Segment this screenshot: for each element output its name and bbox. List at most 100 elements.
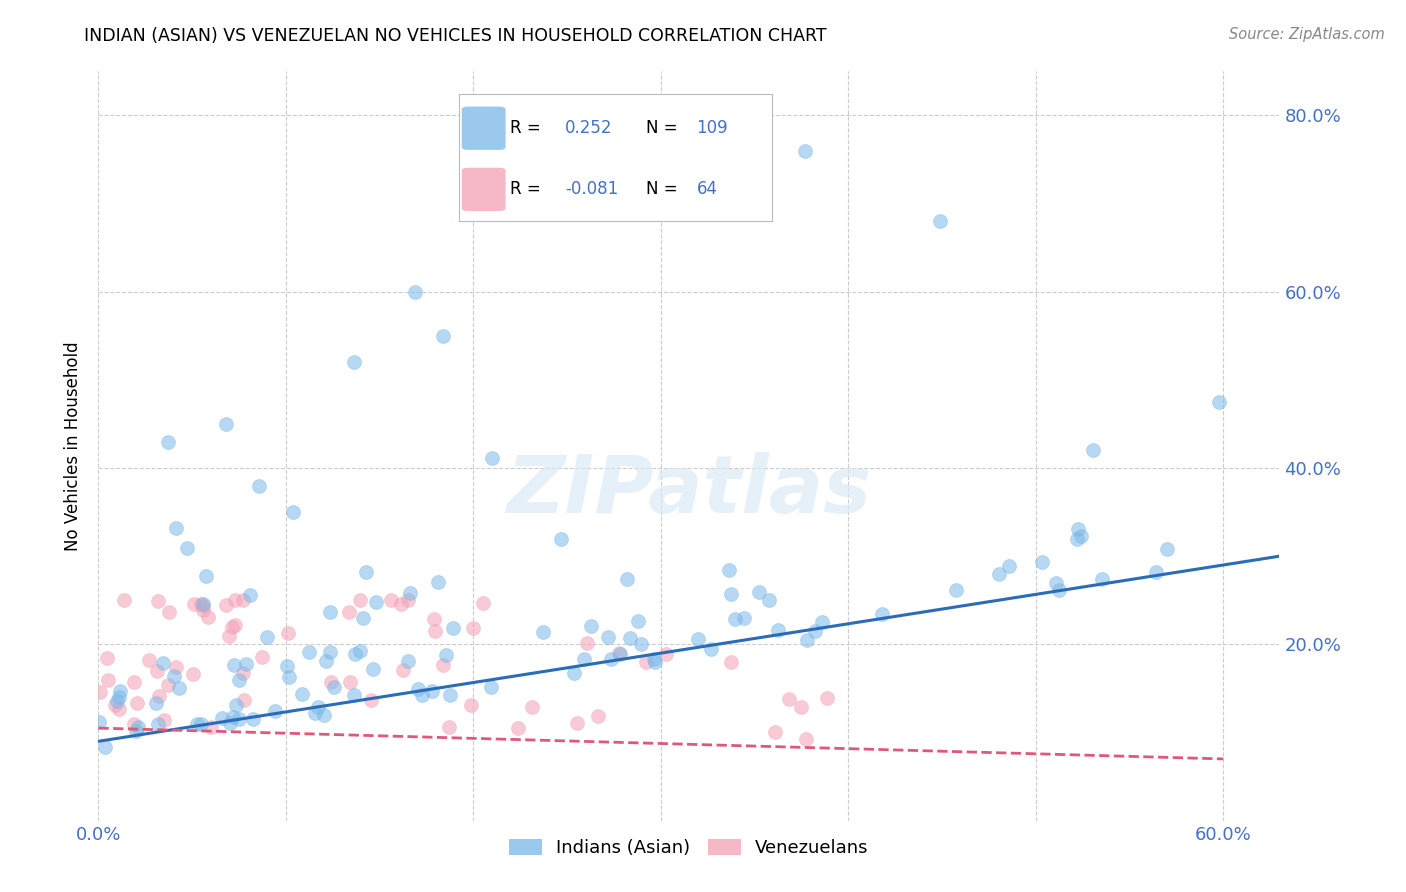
Point	[291, 687, 314, 701]
Point	[531, 625, 554, 640]
Point	[125, 723, 148, 738]
Point	[165, 521, 187, 535]
Point	[104, 698, 127, 712]
Point	[165, 659, 187, 673]
Point	[423, 612, 446, 626]
Point	[215, 598, 238, 612]
Point	[811, 615, 834, 629]
Point	[163, 669, 186, 683]
Point	[156, 434, 179, 449]
Point	[281, 505, 304, 519]
Point	[224, 618, 246, 632]
Point	[411, 688, 433, 702]
Point	[319, 605, 342, 619]
Point	[1045, 575, 1067, 590]
Point	[221, 710, 243, 724]
Point	[998, 558, 1021, 573]
Point	[366, 594, 388, 608]
Point	[607, 646, 630, 660]
Point	[439, 688, 461, 702]
Point	[720, 655, 742, 669]
Point	[804, 624, 827, 638]
Point	[616, 572, 638, 586]
Point	[218, 629, 240, 643]
Point	[434, 648, 457, 663]
Point	[1208, 395, 1230, 409]
Point	[145, 696, 167, 710]
Point	[562, 666, 585, 681]
Point	[929, 214, 952, 228]
Point	[790, 700, 813, 714]
Point	[720, 587, 742, 601]
Text: INDIAN (ASIAN) VS VENEZUELAN NO VEHICLES IN HOUSEHOLD CORRELATION CHART: INDIAN (ASIAN) VS VENEZUELAN NO VEHICLES…	[84, 27, 827, 45]
Point	[763, 724, 786, 739]
Point	[363, 662, 385, 676]
Point	[232, 593, 254, 607]
Point	[567, 715, 589, 730]
Point	[183, 597, 205, 611]
Point	[105, 694, 128, 708]
Point	[506, 721, 529, 735]
Point	[1083, 443, 1105, 458]
Point	[460, 698, 482, 712]
Point	[152, 713, 174, 727]
Point	[194, 569, 217, 583]
Point	[211, 710, 233, 724]
Point	[242, 713, 264, 727]
Point	[339, 675, 361, 690]
Point	[304, 706, 326, 720]
Point	[122, 675, 145, 690]
Point	[107, 690, 129, 705]
Point	[391, 597, 413, 611]
Point	[396, 654, 419, 668]
Point	[380, 593, 402, 607]
Point	[277, 626, 299, 640]
Point	[200, 720, 222, 734]
Point	[733, 611, 755, 625]
Point	[321, 675, 343, 690]
Point	[700, 641, 723, 656]
Point	[148, 690, 170, 704]
Point	[315, 654, 337, 668]
Point	[239, 588, 262, 602]
Point	[157, 678, 180, 692]
Point	[432, 658, 454, 673]
Point	[249, 478, 271, 492]
Point	[122, 717, 145, 731]
Point	[235, 657, 257, 672]
Point	[599, 652, 621, 666]
Point	[186, 717, 208, 731]
Point	[581, 619, 603, 633]
Point	[471, 596, 494, 610]
Point	[481, 451, 503, 466]
Point	[176, 541, 198, 555]
Point	[343, 355, 366, 369]
Point	[437, 720, 460, 734]
Point	[815, 690, 838, 705]
Point	[1144, 566, 1167, 580]
Point	[575, 636, 598, 650]
Point	[870, 607, 893, 621]
Point	[214, 417, 236, 431]
Point	[307, 699, 329, 714]
Point	[427, 574, 450, 589]
Point	[157, 605, 180, 619]
Point	[225, 698, 247, 713]
Point	[643, 652, 665, 666]
Point	[758, 592, 780, 607]
Point	[263, 704, 285, 718]
Legend: Indians (Asian), Venezuelans: Indians (Asian), Venezuelans	[502, 831, 876, 864]
Point	[778, 691, 800, 706]
Point	[479, 680, 502, 694]
Point	[1031, 555, 1053, 569]
Point	[232, 693, 254, 707]
Y-axis label: No Vehicles in Household: No Vehicles in Household	[65, 341, 83, 551]
Text: ZIPatlas: ZIPatlas	[506, 452, 872, 530]
Point	[349, 593, 371, 607]
Point	[89, 685, 111, 699]
Point	[127, 720, 149, 734]
Point	[748, 585, 770, 599]
Point	[228, 712, 250, 726]
Point	[337, 605, 360, 619]
Point	[794, 732, 817, 747]
